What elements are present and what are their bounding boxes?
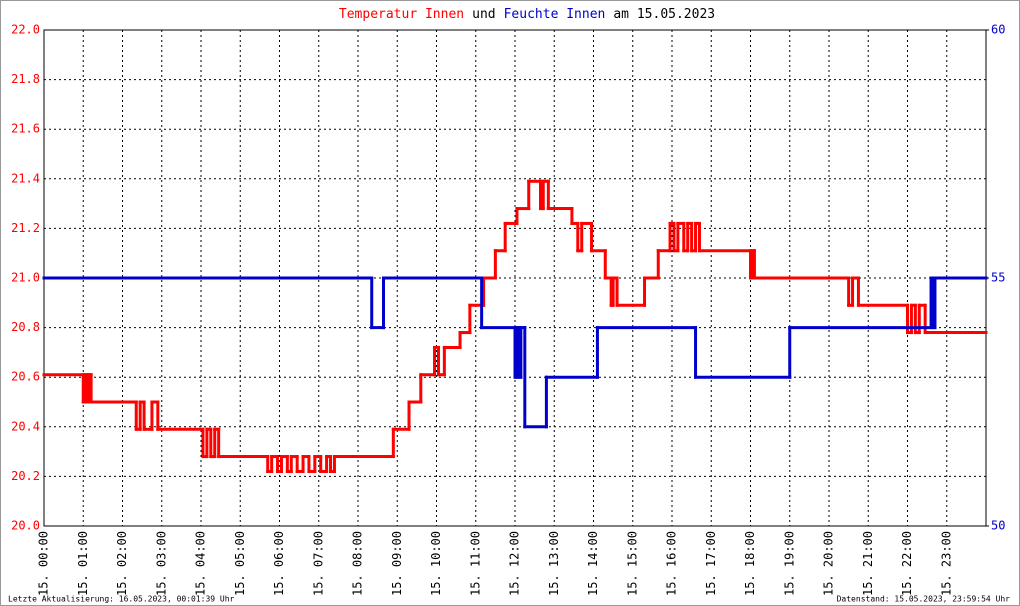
y-tick-label: 20.6 <box>11 370 40 384</box>
title-part: am 15.05.2023 <box>613 7 715 22</box>
footer-right: Datenstand: 15.05.2023, 23:59:54 Uhr <box>837 595 1011 604</box>
y-tick-label: 21.0 <box>11 271 40 285</box>
series-line <box>42 276 988 429</box>
x-tick-label: 15. 17:00 <box>704 531 718 596</box>
y-tick-label: 21.2 <box>11 221 40 235</box>
x-tick-label: 15. 10:00 <box>429 531 443 596</box>
x-tick-label: 15. 02:00 <box>115 531 129 596</box>
title-part: Feuchte Innen <box>504 7 606 22</box>
x-tick-label: 15. 07:00 <box>311 531 325 596</box>
y-tick-label: 20.4 <box>11 419 40 433</box>
y-tick-label: 20.0 <box>11 519 40 533</box>
x-tick-label: 15. 14:00 <box>586 531 600 596</box>
y2-tick-label: 60 <box>991 23 1005 37</box>
x-tick-label: 15. 13:00 <box>547 531 561 596</box>
x-tick-label: 15. 21:00 <box>861 531 875 596</box>
y-tick-label: 20.8 <box>11 320 40 334</box>
x-tick-label: 15. 11:00 <box>468 531 482 596</box>
x-tick-label: 15. 23:00 <box>939 531 953 596</box>
footer-left: Letzte Aktualisierung: 16.05.2023, 00:01… <box>8 595 235 604</box>
x-tick-label: 15. 04:00 <box>194 531 208 596</box>
x-tick-label: 15. 08:00 <box>351 531 365 596</box>
y2-tick-label: 55 <box>991 271 1005 285</box>
series-line <box>42 179 988 473</box>
x-tick-label: 15. 20:00 <box>822 531 836 596</box>
x-tick-label: 15. 03:00 <box>154 531 168 596</box>
x-tick-label: 15. 06:00 <box>272 531 286 596</box>
chart-title: Temperatur Innen und Feuchte Innen am 15.05… <box>339 7 715 22</box>
y-tick-label: 22.0 <box>11 23 40 37</box>
x-tick-label: 15. 01:00 <box>76 531 90 596</box>
y2-tick-label: 50 <box>991 519 1005 533</box>
x-tick-label: 15. 22:00 <box>900 531 914 596</box>
y-tick-label: 20.2 <box>11 469 40 483</box>
x-tick-label: 15. 19:00 <box>782 531 796 596</box>
y-tick-label: 21.4 <box>11 171 40 185</box>
title-part: und <box>472 7 495 22</box>
x-tick-label: 15. 05:00 <box>233 531 247 596</box>
title-part: Temperatur Innen <box>339 7 464 22</box>
x-tick-label: 15. 00:00 <box>37 531 51 596</box>
x-tick-label: 15. 12:00 <box>508 531 522 596</box>
x-tick-label: 15. 16:00 <box>665 531 679 596</box>
x-tick-label: 15. 18:00 <box>743 531 757 596</box>
x-tick-label: 15. 15:00 <box>625 531 639 596</box>
y-tick-label: 21.6 <box>11 122 40 136</box>
y-tick-label: 21.8 <box>11 72 40 86</box>
x-tick-label: 15. 09:00 <box>390 531 404 596</box>
